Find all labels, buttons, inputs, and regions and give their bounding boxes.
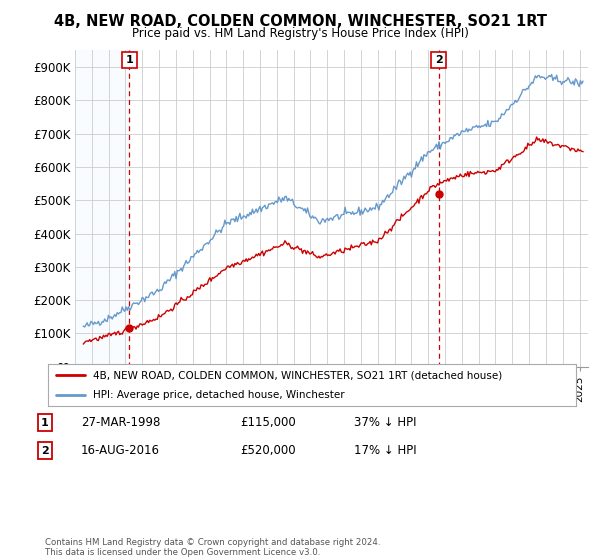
Bar <box>75 50 130 367</box>
Text: 17% ↓ HPI: 17% ↓ HPI <box>354 444 416 458</box>
Text: 1: 1 <box>125 55 133 65</box>
Text: 16-AUG-2016: 16-AUG-2016 <box>81 444 160 458</box>
Text: Price paid vs. HM Land Registry's House Price Index (HPI): Price paid vs. HM Land Registry's House … <box>131 27 469 40</box>
Text: £115,000: £115,000 <box>240 416 296 430</box>
Text: £520,000: £520,000 <box>240 444 296 458</box>
Text: Contains HM Land Registry data © Crown copyright and database right 2024.
This d: Contains HM Land Registry data © Crown c… <box>45 538 380 557</box>
Text: 1: 1 <box>41 418 49 428</box>
Text: 2: 2 <box>41 446 49 456</box>
Text: 37% ↓ HPI: 37% ↓ HPI <box>354 416 416 430</box>
Text: HPI: Average price, detached house, Winchester: HPI: Average price, detached house, Winc… <box>93 390 344 400</box>
Text: 2: 2 <box>435 55 443 65</box>
Text: 4B, NEW ROAD, COLDEN COMMON, WINCHESTER, SO21 1RT: 4B, NEW ROAD, COLDEN COMMON, WINCHESTER,… <box>53 14 547 29</box>
Text: 4B, NEW ROAD, COLDEN COMMON, WINCHESTER, SO21 1RT (detached house): 4B, NEW ROAD, COLDEN COMMON, WINCHESTER,… <box>93 370 502 380</box>
Text: 27-MAR-1998: 27-MAR-1998 <box>81 416 160 430</box>
